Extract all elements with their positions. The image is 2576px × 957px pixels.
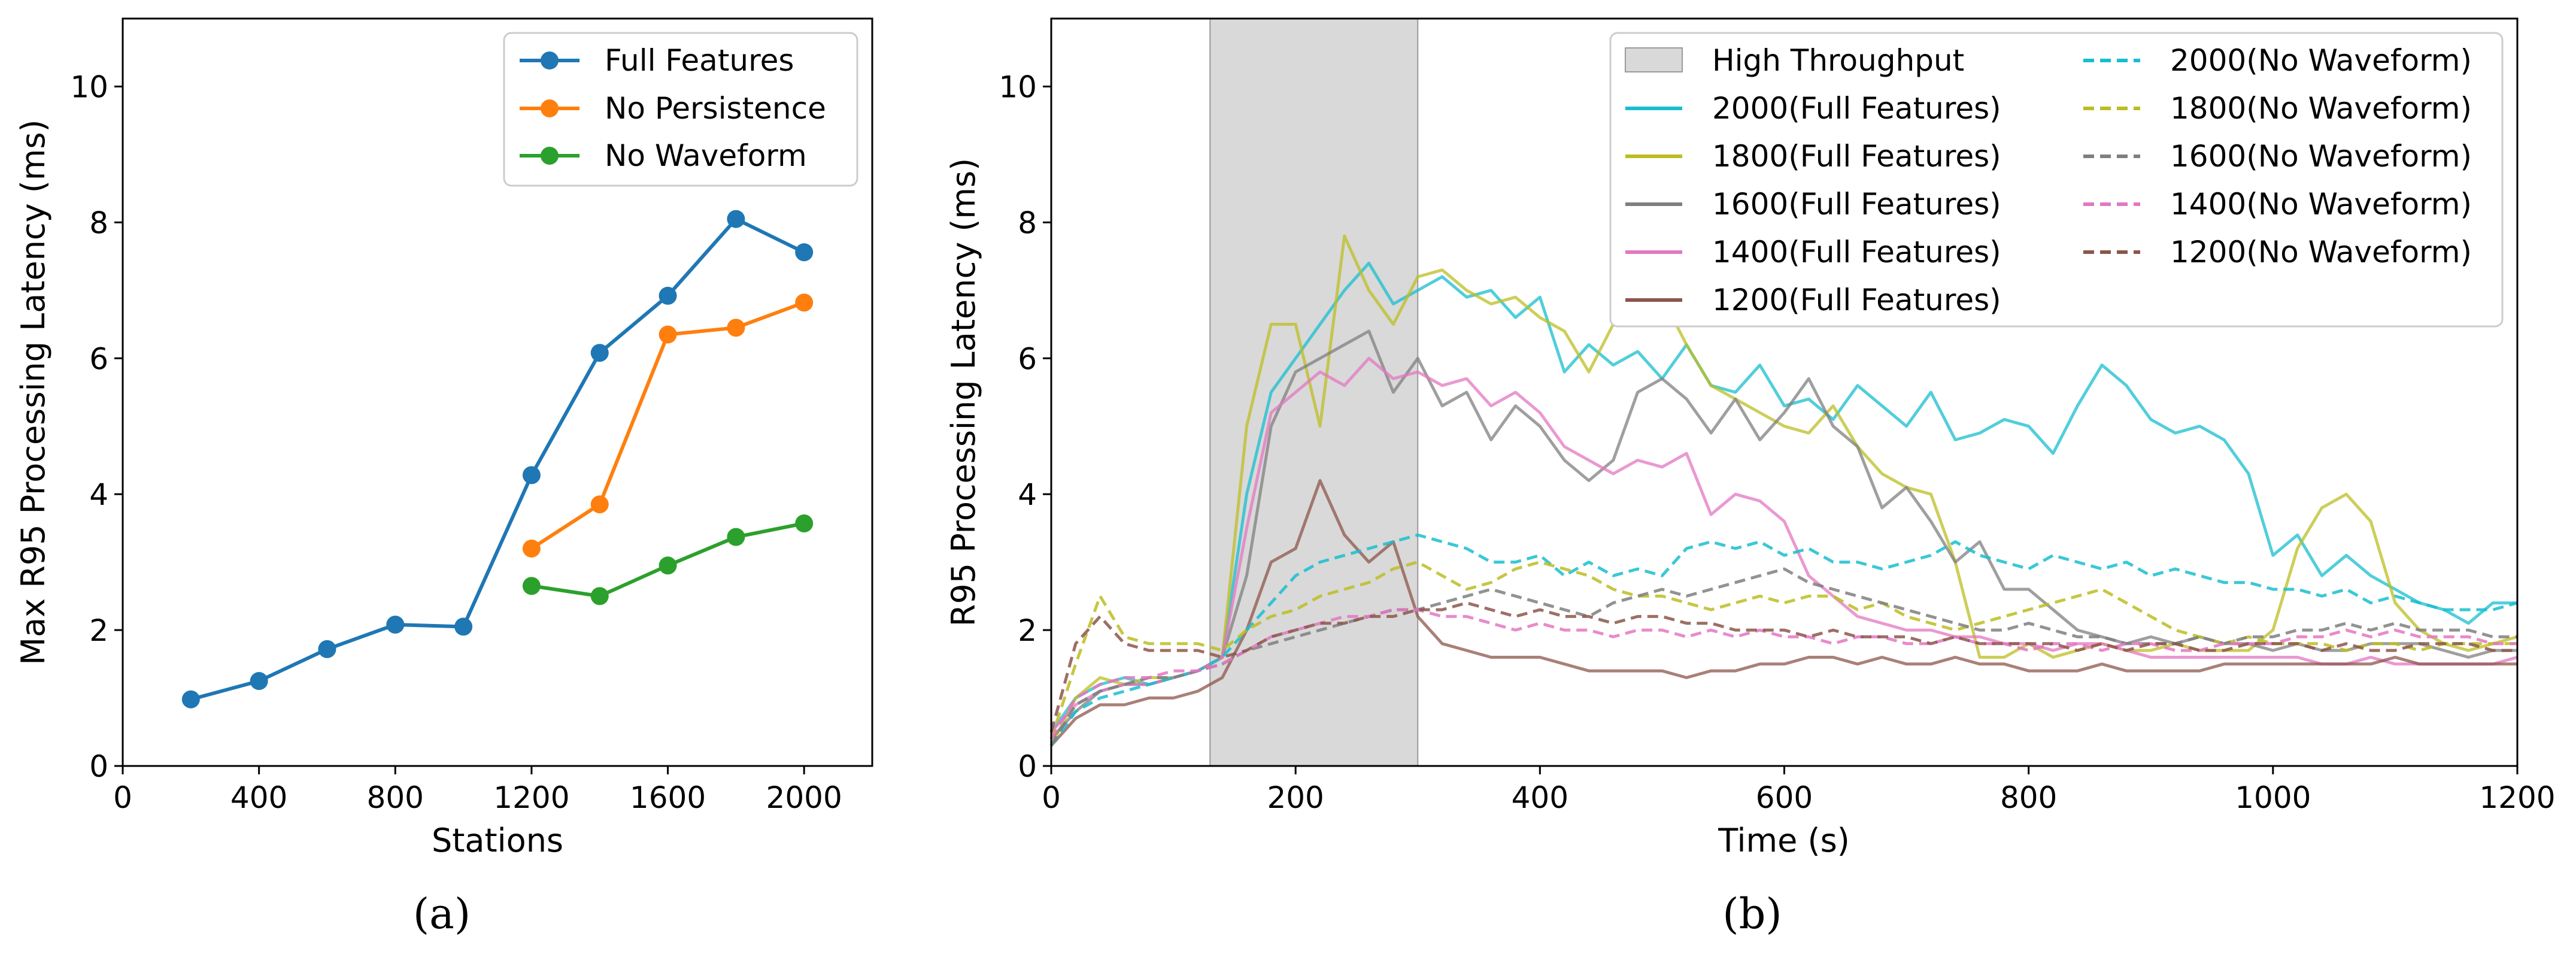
panel-b-y-tick-label: 10 [999, 69, 1037, 104]
legend-label-full-features: Full Features [605, 43, 794, 78]
panel-b-legend-items: 2000(Full Features) 1800(Full Features) 16… [1625, 43, 2472, 317]
data-point-full-features [250, 672, 268, 691]
panel-b-legend: High Throughput 2000(Full Features) 1800(… [1609, 32, 2504, 328]
series-line-1200-no-waveform [1049, 601, 2517, 732]
panel-b-legend-box [1609, 32, 2504, 328]
panel-a-x-tick-label: 1600 [630, 780, 706, 815]
data-point-full-features [454, 617, 473, 636]
legend-marker-no-persistence [541, 99, 559, 117]
data-point-no-waveform [659, 556, 677, 575]
series-line-2000-no-waveform [1049, 533, 2518, 747]
data-point-no-waveform [795, 514, 814, 532]
panel-a-x-tick-label: 800 [367, 780, 424, 815]
panel-a-x-tick-label: 2000 [766, 780, 842, 815]
panel-b-y-tick-label: 6 [1018, 341, 1037, 376]
series-line-1600-no-waveform [1049, 567, 2517, 747]
series-line-1200-full-features [1050, 479, 2517, 747]
panel-a: 0 400 800 1200 1600 2000 0 2 4 6 8 10 Stations Max … [14, 17, 873, 938]
panel-a-y-tick-label: 4 [89, 477, 108, 512]
panel-a-y-tick-label: 10 [70, 69, 108, 104]
legend-label-1600-full-features: 1600(Full Features) [1712, 187, 2001, 222]
panel-a-y-tick-label: 2 [89, 613, 108, 648]
data-point-no-persistence [590, 495, 609, 514]
panel-b-series-lines [1049, 234, 2518, 747]
series-line-1600-full-features [1050, 329, 2517, 740]
panel-b-x-tick-label: 0 [1042, 780, 1061, 815]
data-point-full-features [659, 286, 677, 305]
panel-b-x-tick-label: 1000 [2235, 780, 2311, 815]
panel-a-x-tick-label: 400 [230, 780, 287, 815]
data-point-no-waveform [522, 577, 541, 595]
panel-b-x-axis-label: Time (s) [1718, 822, 1850, 859]
panel-a-legend: Full Features No Persistence No Waveform [503, 32, 858, 187]
data-point-full-features [386, 616, 405, 634]
legend-label-1200-no-waveform: 1200(No Waveform) [2170, 235, 2472, 269]
data-point-no-waveform [590, 587, 609, 605]
legend-label-2000-no-waveform: 2000(No Waveform) [2170, 43, 2472, 78]
panel-b-y-tick-label: 0 [1018, 749, 1037, 784]
data-point-no-waveform [727, 528, 745, 546]
data-point-full-features [522, 466, 541, 484]
data-point-full-features [181, 690, 200, 708]
panel-b-y-tick-label: 4 [1018, 477, 1037, 512]
legend-label-2000-full-features: 2000(Full Features) [1712, 91, 2001, 126]
data-point-no-persistence [659, 325, 677, 344]
legend-label-1800-no-waveform: 1800(No Waveform) [2170, 91, 2472, 126]
panel-b-label: (b) [1722, 889, 1782, 938]
legend-label-no-waveform: No Waveform [605, 138, 807, 173]
legend-label-1400-full-features: 1400(Full Features) [1712, 235, 2001, 269]
panel-b-x-tick-label: 400 [1512, 780, 1568, 815]
legend-label-1600-no-waveform: 1600(No Waveform) [2170, 139, 2472, 174]
panel-a-ticks: 0 400 800 1200 1600 2000 0 2 4 6 8 10 [70, 69, 842, 815]
data-point-no-persistence [522, 539, 541, 558]
panel-b-x-tick-label: 600 [1756, 780, 1813, 815]
series-line-1400-full-features [1050, 356, 2518, 733]
panel-b-x-tick-label: 1200 [2479, 780, 2555, 815]
legend-marker-no-waveform [541, 147, 559, 165]
legend-label-1400-no-waveform: 1400(No Waveform) [2170, 187, 2472, 222]
panel-b-x-tick-label: 800 [2000, 780, 2057, 815]
panel-a-label: (a) [413, 889, 471, 938]
panel-a-y-tick-label: 8 [89, 205, 108, 240]
legend-label-high-throughput: High Throughput [1712, 43, 1964, 78]
panel-b-y-tick-label: 8 [1018, 205, 1037, 240]
panel-a-x-tick-label: 0 [113, 780, 132, 815]
data-point-full-features [795, 243, 814, 262]
panel-b-ticks: 0 200 400 600 800 1000 1200 0 2 4 6 8 10 [999, 69, 2555, 815]
legend-label-1800-full-features: 1800(Full Features) [1712, 139, 2001, 174]
legend-label-no-persistence: No Persistence [605, 91, 826, 126]
series-line-1800-full-features [1049, 234, 2518, 747]
data-point-full-features [318, 640, 336, 658]
legend-label-1200-full-features: 1200(Full Features) [1712, 283, 2001, 317]
data-point-full-features [727, 210, 745, 228]
legend-swatch-high-throughput [1625, 47, 1683, 72]
series-line-2000-full-features [1049, 261, 2517, 733]
panel-a-legend-box [503, 32, 858, 187]
panel-a-x-tick-label: 1200 [493, 780, 569, 815]
panel-b: 0 200 400 600 800 1000 1200 0 2 4 6 8 10 Time (s) R9… [945, 17, 2556, 938]
panel-b-y-tick-label: 2 [1018, 613, 1037, 648]
data-point-no-persistence [727, 319, 745, 337]
panel-a-y-tick-label: 6 [89, 341, 108, 376]
high-throughput-region [1209, 18, 1419, 767]
panel-a-y-axis-label: Max R95 Processing Latency (ms) [14, 119, 52, 665]
panel-a-series-lines [181, 210, 814, 708]
panel-a-x-axis-label: Stations [432, 822, 563, 859]
panel-b-x-tick-label: 200 [1267, 780, 1324, 815]
panel-a-y-tick-label: 0 [89, 749, 108, 784]
data-point-full-features [590, 344, 609, 362]
legend-marker-full-features [541, 52, 559, 69]
panel-b-y-axis-label: R95 Processing Latency (ms) [945, 158, 982, 626]
series-line-full-features [190, 217, 805, 701]
data-point-no-persistence [795, 293, 814, 312]
